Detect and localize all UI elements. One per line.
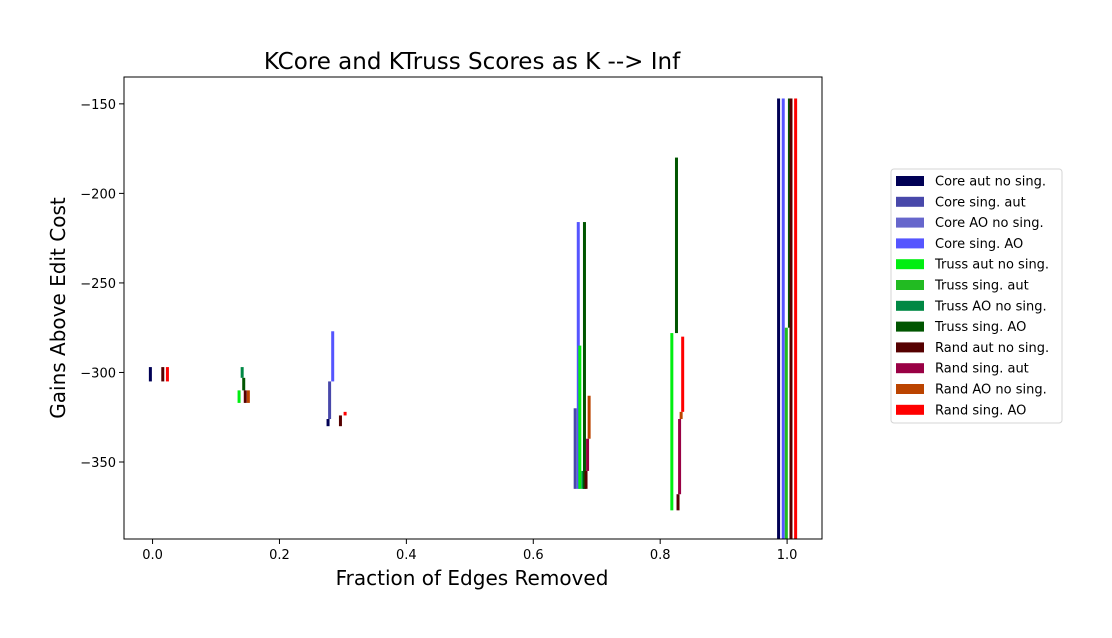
legend-label: Core sing. AO [935,237,1023,252]
x-tick-label: 1.0 [777,548,798,563]
bar-group-2-series-0 [326,419,330,427]
bar-group-3-series-7 [582,222,586,489]
legend-label: Core aut no sing. [935,175,1046,190]
legend-swatch [896,259,924,270]
plot-area [148,98,798,539]
y-tick-label: −350 [80,456,116,471]
bar-group-5-series-7 [787,98,791,328]
legend-label: Truss sing. AO [934,320,1026,335]
bar-group-0-series-11 [165,367,169,382]
bar-group-2-series-8 [338,415,342,427]
bar-group-2-series-11 [343,411,347,416]
bar-group-0-series-8 [161,367,165,382]
x-tick-label: 0.6 [523,548,544,563]
bars [148,98,798,539]
legend-swatch [896,300,924,311]
legend-swatch [896,238,924,249]
bar-group-5-series-0 [777,98,781,539]
x-tick-label: 0.2 [269,548,290,563]
legend-label: Core sing. aut [935,195,1026,210]
bar-group-4-series-4 [670,333,674,511]
bar-group-5-series-8 [789,98,793,539]
bar-group-3-series-1 [573,408,577,489]
bar-group-4-series-9 [678,419,682,495]
legend-label: Rand aut no sing. [935,341,1049,356]
legend-label: Rand AO no sing. [935,383,1047,398]
legend-swatch [896,342,924,353]
x-tick-label: 0.8 [650,548,671,563]
legend-swatch [896,217,924,228]
legend-label: Truss AO no sing. [934,299,1047,314]
bar-group-1-series-10 [246,390,250,403]
y-tick-label: −250 [80,277,116,292]
bar-group-1-series-4 [237,390,241,403]
bar-group-2-series-3 [331,331,335,382]
bar-group-2-series-1 [328,381,332,420]
x-axis-label: Fraction of Edges Removed [336,566,609,590]
y-tick-label: −300 [80,366,116,381]
bar-group-4-series-8 [676,494,680,511]
legend-swatch [896,196,924,207]
legend-swatch [896,404,924,415]
legend-label: Core AO no sing. [935,216,1044,231]
x-tick-label: 0.0 [142,548,163,563]
legend-label: Rand sing. aut [935,362,1029,377]
bar-group-1-series-8 [243,390,247,403]
legend-label: Truss sing. aut [934,279,1029,294]
legend-swatch [896,363,924,374]
bar-group-3-series-4 [578,345,582,489]
bar-group-3-series-9 [586,438,590,471]
legend-swatch [896,384,924,394]
bar-group-5-series-3 [781,98,785,539]
x-tick-label: 0.4 [396,548,417,563]
y-tick-label: −200 [80,187,116,202]
chart-title: KCore and KTruss Scores as K --> Inf [264,49,681,75]
bar-group-1-series-6 [240,367,244,378]
bar-group-5-series-11 [794,98,798,539]
bar-group-4-series-11 [681,336,685,412]
legend-box [890,168,1063,424]
bar-group-3-series-3 [576,222,580,489]
legend-label: Truss aut no sing. [934,258,1049,273]
bar-group-4-series-7 [674,157,678,334]
bar-group-0-series-0 [148,367,152,382]
bar-group-4-series-10 [679,411,683,420]
y-axis: −150 −200 −250 −300 −350 [80,98,124,471]
plot-frame [123,76,823,540]
legend-swatch [896,176,924,186]
bar-group-5-series-5 [784,327,788,539]
bar-group-3-series-6 [581,470,585,489]
y-axis-label: Gains Above Edit Cost [46,197,70,419]
y-tick-label: −150 [80,98,116,113]
legend-label: Rand sing. AO [935,403,1026,418]
bar-group-3-series-10 [587,395,591,439]
legend: Core aut no sing. Core sing. aut Core AO n… [890,168,1063,424]
legend-swatch [896,280,924,290]
bar-group-3-series-8 [584,470,588,489]
bar-group-1-series-7 [242,377,246,391]
x-axis: 0.0 0.2 0.4 0.6 0.8 1.0 [142,539,797,563]
legend-swatch [896,321,924,332]
